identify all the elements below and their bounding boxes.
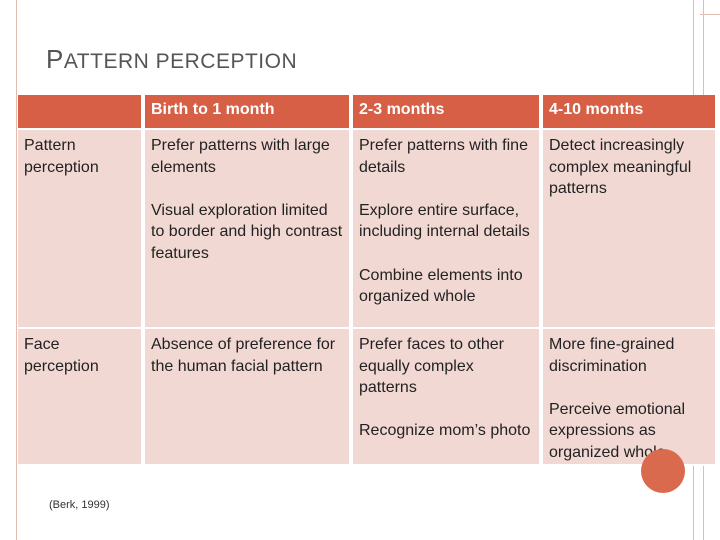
cell-text: Visual exploration limited to border and… <box>151 201 343 262</box>
cell-text: Recognize mom’s photo <box>359 422 531 440</box>
table-cell: More fine-grained discrimination Perceiv… <box>543 329 715 466</box>
frame-line-left <box>16 0 17 540</box>
cell-text: Detect increasingly complex meaningful p… <box>549 137 692 198</box>
table-cell: Prefer faces to other equally complex pa… <box>353 329 539 466</box>
table-cell: Detect increasingly complex meaningful p… <box>543 130 715 329</box>
header-cell-2-3-months: 2-3 months <box>353 95 539 130</box>
slide-title: PATTERN PERCEPTION <box>46 44 298 74</box>
header-row: Birth to 1 month 2-3 months 4-10 months <box>18 95 715 130</box>
table-cell: Absence of preference for the human faci… <box>145 329 349 466</box>
decorative-circle <box>641 449 685 493</box>
header-cell-4-10-months: 4-10 months <box>543 95 715 130</box>
cell-text: Combine elements into organized whole <box>359 266 523 306</box>
cell-text: More fine-grained discrimination <box>549 336 675 375</box>
cell-text: Prefer patterns with fine details <box>359 137 528 176</box>
cell-text: Prefer faces to other equally complex pa… <box>359 336 504 397</box>
table-row-pattern-perception: Pattern perception Prefer patterns with … <box>18 130 715 329</box>
header-cell-empty <box>18 95 141 130</box>
cell-text: Prefer patterns with large elements <box>151 137 330 176</box>
table-cell: Prefer patterns with large elements Visu… <box>145 130 349 329</box>
citation: (Berk, 1999) <box>49 499 110 511</box>
header-cell-birth: Birth to 1 month <box>145 95 349 130</box>
cell-text: Absence of preference for the human faci… <box>151 336 336 375</box>
row-label: Face perception <box>18 329 141 466</box>
frame-line-top <box>700 14 720 15</box>
perception-table: Birth to 1 month 2-3 months 4-10 months … <box>14 95 719 466</box>
row-label: Pattern perception <box>18 130 141 329</box>
table-row-face-perception: Face perception Absence of preference fo… <box>18 329 715 466</box>
table-cell: Prefer patterns with fine details Explor… <box>353 130 539 329</box>
cell-text: Perceive emotional expressions as organi… <box>549 400 686 461</box>
cell-text: Explore entire surface, including intern… <box>359 201 530 241</box>
